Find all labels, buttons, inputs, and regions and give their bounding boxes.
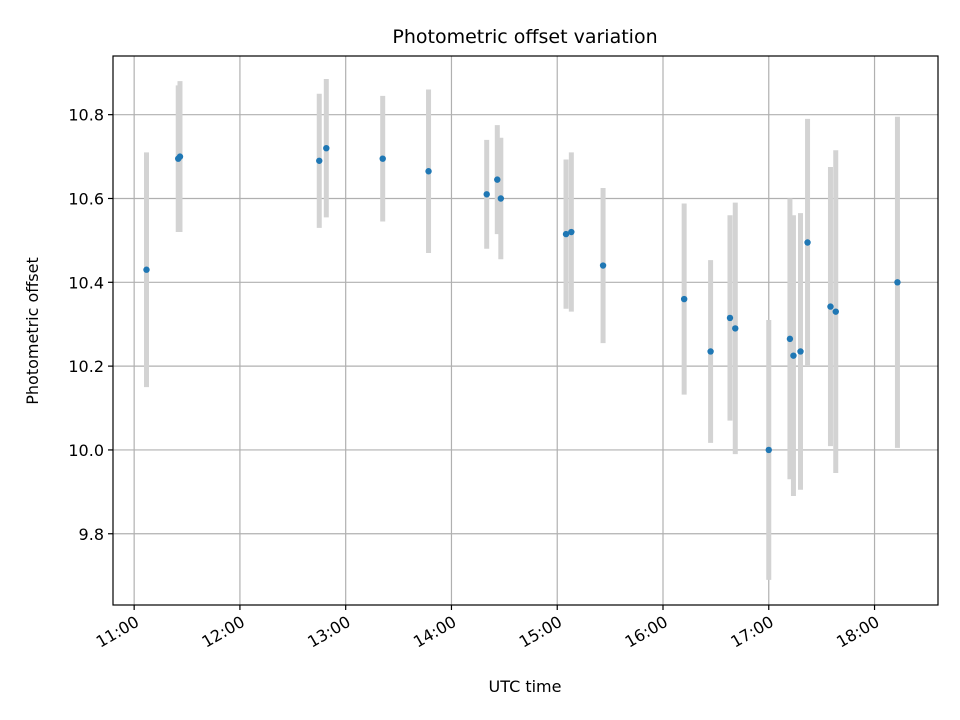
x-tick-label: 18:00 — [833, 612, 882, 652]
data-point — [494, 176, 501, 183]
data-point — [316, 157, 323, 164]
data-point — [894, 279, 901, 286]
grid-lines — [113, 56, 938, 605]
x-tick-label: 12:00 — [198, 612, 247, 652]
data-point — [797, 348, 804, 355]
y-tick-label: 10.2 — [68, 357, 104, 376]
data-points — [143, 144, 901, 454]
data-point — [680, 295, 688, 303]
plot-frame — [112, 55, 939, 606]
chart-title: Photometric offset variation — [392, 26, 657, 48]
y-tick-label: 10.4 — [68, 273, 104, 292]
y-axis-ticks: 9.8 10.0 10.2 10.4 10.6 10.8 — [68, 106, 113, 544]
error-bars — [143, 79, 900, 580]
x-tick-label: 14:00 — [410, 612, 459, 652]
y-tick-label: 10.8 — [68, 106, 104, 125]
data-point — [786, 335, 794, 343]
y-tick-label: 10.6 — [68, 189, 104, 208]
x-tick-label: 11:00 — [93, 612, 142, 652]
x-tick-label: 16:00 — [622, 612, 671, 652]
x-axis-label: UTC time — [489, 677, 562, 696]
x-axis-ticks: 11:00 12:00 13:00 14:00 15:00 16:00 17:00 18:00 — [93, 605, 883, 652]
data-point — [827, 303, 834, 310]
data-point — [379, 155, 386, 162]
data-point — [568, 228, 575, 236]
data-point — [790, 352, 797, 359]
data-point — [483, 191, 490, 198]
data-point — [176, 153, 184, 160]
x-tick-label: 13:00 — [304, 612, 353, 652]
data-point — [143, 266, 150, 273]
data-point — [765, 446, 772, 454]
data-point — [497, 195, 505, 202]
data-point — [707, 348, 714, 355]
y-tick-label: 10.0 — [68, 441, 104, 460]
y-tick-label: 9.8 — [79, 525, 104, 544]
data-point — [323, 144, 330, 152]
data-point — [425, 168, 432, 175]
y-axis-label: Photometric offset — [23, 257, 42, 405]
data-point — [832, 308, 839, 315]
data-point — [726, 314, 734, 322]
data-point — [732, 325, 739, 332]
data-point — [804, 239, 811, 246]
data-point — [599, 262, 607, 269]
data-point — [562, 230, 570, 238]
x-tick-label: 17:00 — [727, 612, 776, 652]
x-tick-label: 15:00 — [516, 612, 565, 652]
